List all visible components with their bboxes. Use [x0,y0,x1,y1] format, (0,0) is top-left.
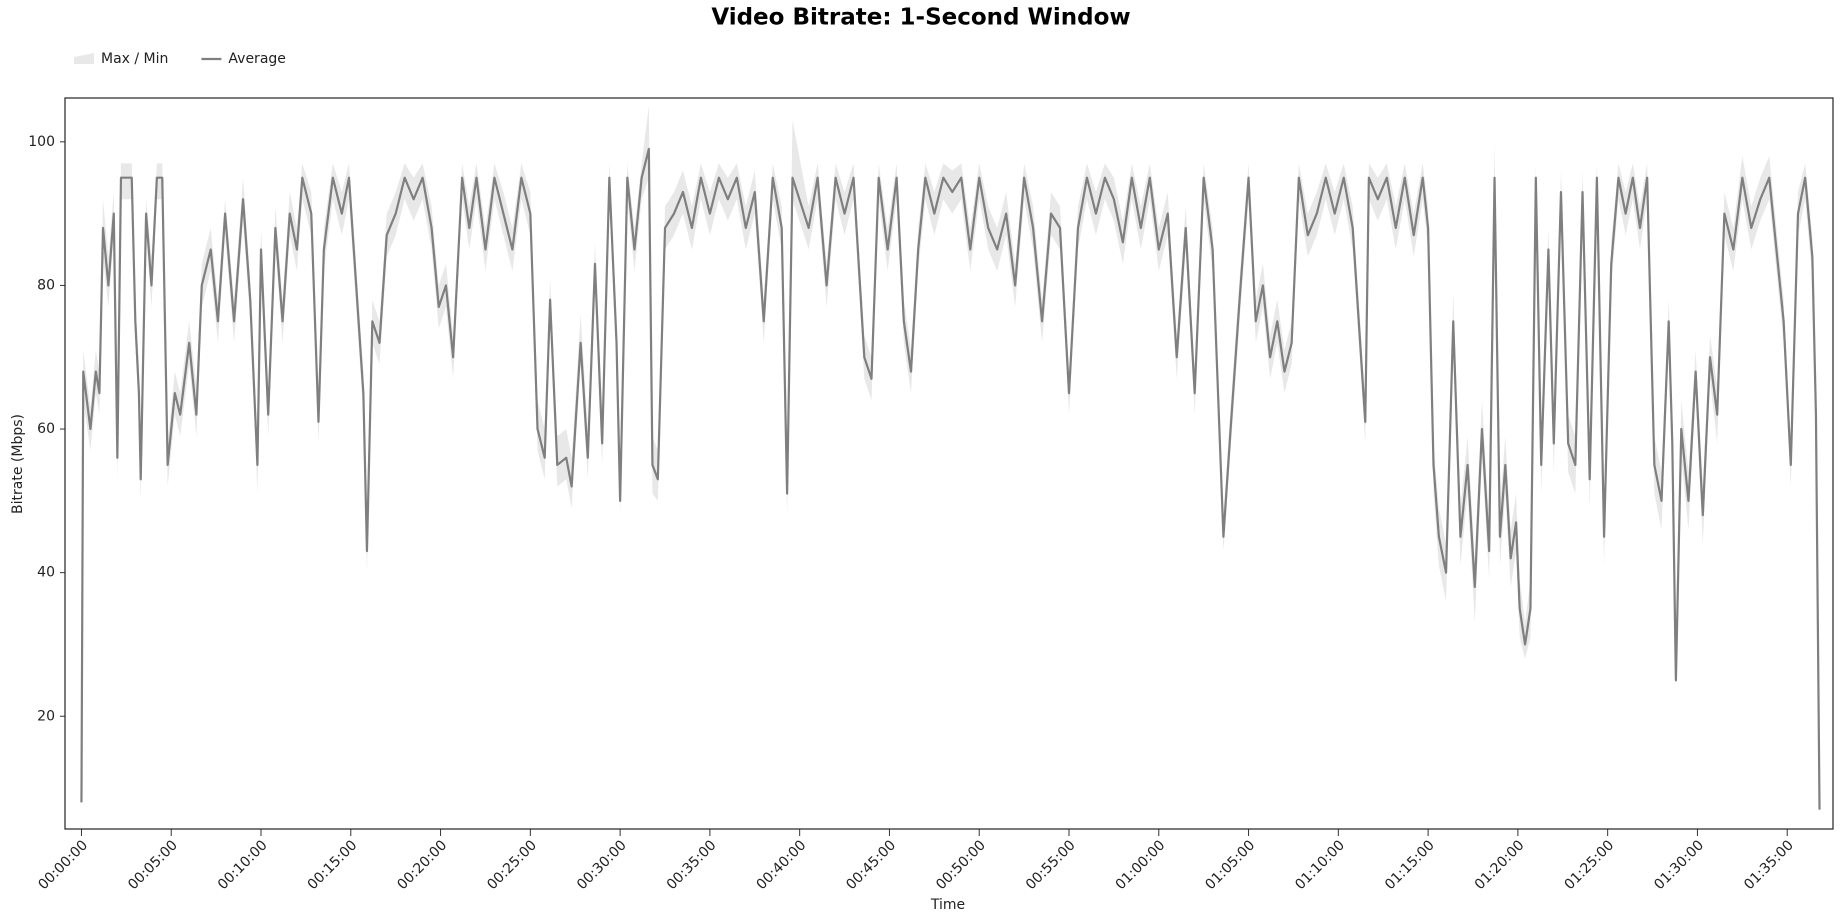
x-tick-label: 01:20:00 [1472,837,1528,893]
y-axis-label: Bitrate (Mbps) [10,414,26,514]
plot-frame [64,97,1834,830]
legend-label: Average [228,51,286,67]
max-min-band [81,105,1820,824]
y-tick-label: 80 [37,277,55,293]
x-tick-label: 00:25:00 [484,837,540,893]
x-tick-label: 00:15:00 [305,837,361,893]
y-tick-label: 40 [37,565,55,581]
x-tick-label: 00:55:00 [1023,837,1079,893]
x-tick-label: 01:35:00 [1741,837,1797,893]
x-tick-label: 00:45:00 [843,837,899,893]
average-line [80,147,1821,810]
x-tick-label: 01:10:00 [1292,837,1348,893]
x-tick-label: 01:25:00 [1562,837,1618,893]
x-tick-label: 00:30:00 [574,837,630,893]
x-tick-label: 00:40:00 [754,837,810,893]
x-tick-label: 00:50:00 [933,837,989,893]
chart-title: Video Bitrate: 1-Second Window [711,5,1130,31]
legend-swatch [74,53,94,64]
x-axis-label: Time [930,897,965,913]
y-tick-label: 60 [37,421,55,437]
x-tick-label: 01:05:00 [1202,837,1258,893]
legend-label: Max / Min [101,51,168,67]
x-tick-label: 01:00:00 [1113,837,1169,893]
x-tick-label: 00:00:00 [35,837,91,893]
x-tick-label: 00:35:00 [664,837,720,893]
x-tick-label: 00:05:00 [125,837,181,893]
y-tick-label: 20 [37,708,55,724]
y-tick-label: 100 [28,134,55,150]
x-tick-label: 01:30:00 [1651,837,1707,893]
x-tick-label: 00:10:00 [215,837,271,893]
x-tick-label: 01:15:00 [1382,837,1438,893]
x-tick-label: 00:20:00 [394,837,450,893]
